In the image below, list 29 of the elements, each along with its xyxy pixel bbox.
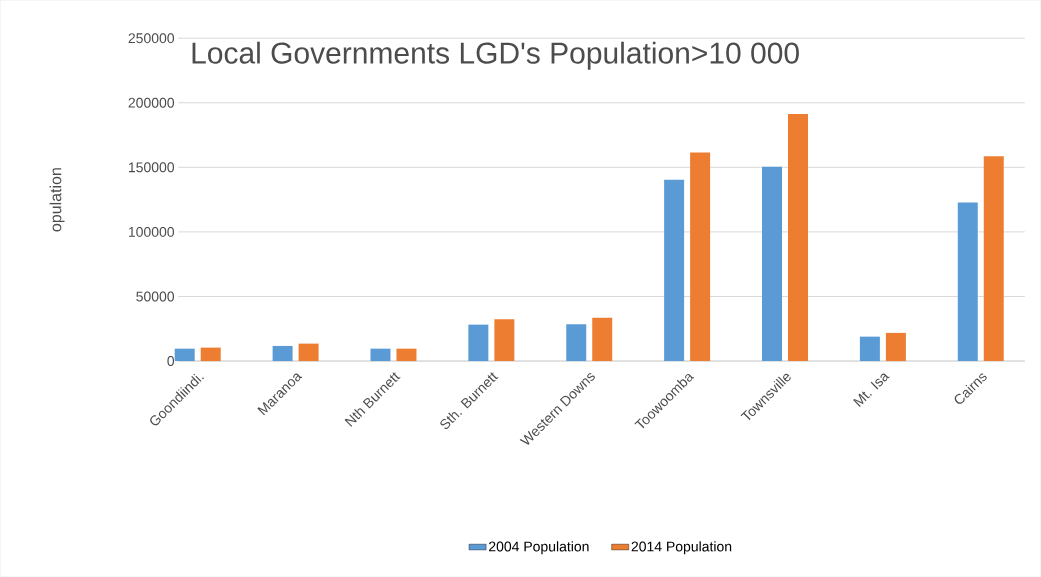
chart-title: Local Governments LGD's Population>10 000	[192, 41, 799, 70]
bar	[983, 156, 1004, 361]
bar	[566, 324, 587, 361]
bar	[762, 166, 782, 361]
bar	[859, 336, 880, 361]
x-tick-label: Mt. Isa	[853, 373, 890, 407]
legend-label: 2014 Population	[631, 541, 732, 555]
bar	[788, 114, 808, 361]
bar	[664, 179, 685, 361]
bar	[298, 343, 319, 361]
bar	[494, 319, 515, 361]
bar	[200, 347, 221, 361]
y-tick-label: 50000	[136, 291, 175, 302]
bar	[396, 348, 417, 361]
y-tick-label: 100000	[128, 226, 175, 237]
bar	[468, 324, 489, 361]
y-axis-title: opulation	[49, 168, 65, 232]
y-tick-label: 200000	[128, 97, 175, 108]
y-tick-label: 250000	[128, 33, 175, 44]
bar	[957, 202, 978, 361]
bar	[272, 345, 293, 361]
bar	[690, 152, 711, 361]
y-tick-label: 0	[167, 356, 175, 366]
bar	[885, 332, 906, 361]
bar	[592, 317, 613, 361]
bar	[174, 348, 195, 361]
y-tick-label: 150000	[128, 162, 175, 173]
legend-label: 2004 Population	[489, 541, 589, 555]
bar	[370, 348, 391, 361]
